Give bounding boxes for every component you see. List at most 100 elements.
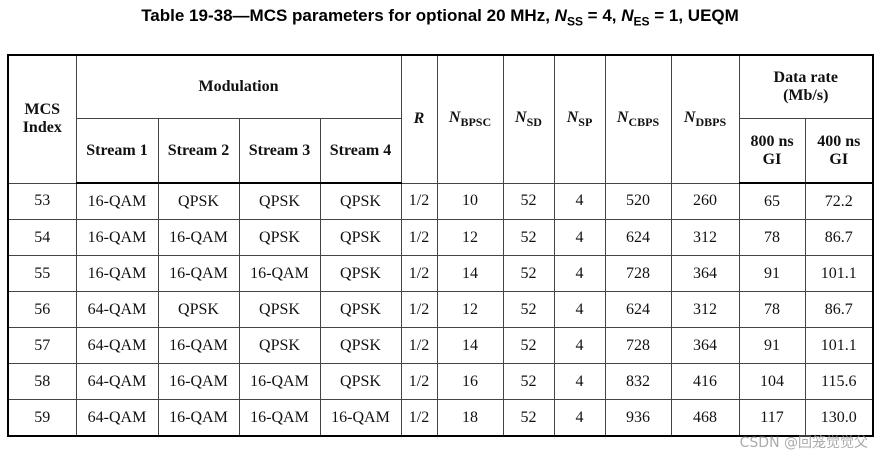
header-cell: NSP [553, 54, 606, 184]
title-text: = 1, UEQM [649, 6, 739, 25]
table-cell: QPSK [157, 291, 240, 328]
header-cell: Data rate (Mb/s) [738, 54, 874, 119]
title-text: Table 19-38—MCS parameters for optional … [141, 6, 555, 25]
table-cell: 65 [738, 182, 806, 220]
table-cell: 58 [7, 363, 77, 400]
header-symbol: N [566, 108, 579, 126]
table-cell: 4 [553, 255, 606, 292]
table-cell: QPSK [238, 291, 321, 328]
table-cell: 16-QAM [157, 327, 240, 364]
table-cell: 52 [502, 363, 555, 400]
table-cell: 52 [502, 182, 555, 220]
table-cell: 64-QAM [75, 363, 159, 400]
table-cell: 130.0 [804, 399, 874, 437]
table-cell: 55 [7, 255, 77, 292]
table-cell: QPSK [238, 327, 321, 364]
table-cell: QPSK [238, 182, 321, 220]
header-cell: Stream 4 [319, 118, 402, 184]
table-cell: 10 [436, 182, 504, 220]
table-cell: 1/2 [400, 327, 438, 364]
table-cell: 52 [502, 291, 555, 328]
table-row: 58 64-QAM 16-QAM 16-QAM QPSK 1/2 16 52 4 832 416 10… [7, 363, 874, 400]
table-cell: 101.1 [804, 327, 874, 364]
table-cell: 54 [7, 219, 77, 256]
table-cell: 53 [7, 182, 77, 220]
table-cell: 78 [738, 219, 806, 256]
header-cell: Modulation [75, 54, 402, 119]
header-cell: R [400, 54, 438, 184]
table-cell: QPSK [319, 182, 402, 220]
table-header: MCS Index Modulation R NBPSC NSD NSP NCB… [7, 54, 874, 184]
table-cell: 101.1 [804, 255, 874, 292]
table-cell: 52 [502, 219, 555, 256]
table-cell: 78 [738, 291, 806, 328]
table-cell: 64-QAM [75, 399, 159, 437]
header-subscript: CBPS [628, 114, 660, 129]
table-cell: 16-QAM [238, 363, 321, 400]
table-cell: 4 [553, 399, 606, 437]
table-cell: 91 [738, 327, 806, 364]
table-cell: 16-QAM [75, 255, 159, 292]
table-cell: 14 [436, 327, 504, 364]
table-row: 54 16-QAM 16-QAM QPSK QPSK 1/2 12 52 4 624 312 78 86… [7, 219, 874, 256]
table-cell: 115.6 [804, 363, 874, 400]
title-symbol: N [554, 6, 567, 25]
table-cell: 1/2 [400, 182, 438, 220]
table-cell: 728 [604, 255, 672, 292]
table-cell: 16-QAM [238, 255, 321, 292]
table-cell: 64-QAM [75, 291, 159, 328]
table-cell: 1/2 [400, 363, 438, 400]
table-cell: 12 [436, 219, 504, 256]
table-cell: QPSK [157, 182, 240, 220]
header-row: MCS Index Modulation R NBPSC NSD NSP NCB… [7, 54, 874, 184]
header-cell: NBPSC [436, 54, 504, 184]
table-cell: 12 [436, 291, 504, 328]
table-cell: 56 [7, 291, 77, 328]
table-cell: 16-QAM [319, 399, 402, 437]
header-text: MCS Index [22, 101, 62, 137]
header-cell: NSD [502, 54, 555, 184]
header-cell: Stream 2 [157, 118, 240, 184]
table-cell: 16-QAM [75, 219, 159, 256]
table-cell: 16-QAM [157, 399, 240, 437]
table-cell: 1/2 [400, 219, 438, 256]
table-cell: 1/2 [400, 255, 438, 292]
table-cell: 624 [604, 291, 672, 328]
table-cell: 416 [670, 363, 740, 400]
table-cell: 52 [502, 255, 555, 292]
table-cell: QPSK [319, 255, 402, 292]
header-cell: Stream 1 [75, 118, 159, 184]
table-cell: 624 [604, 219, 672, 256]
table-cell: 86.7 [804, 291, 874, 328]
header-text: R [413, 110, 425, 128]
table-cell: 16-QAM [157, 219, 240, 256]
header-symbol: N [448, 108, 461, 126]
table-cell: QPSK [319, 363, 402, 400]
table-cell: QPSK [319, 219, 402, 256]
table-row: 57 64-QAM 16-QAM QPSK QPSK 1/2 14 52 4 728 364 91 10… [7, 327, 874, 364]
header-cell: 800 ns GI [738, 118, 806, 184]
table-cell: 91 [738, 255, 806, 292]
table-cell: 520 [604, 182, 672, 220]
watermark: CSDN @回笼觉觉父 [739, 435, 868, 451]
header-subscript: SP [578, 114, 593, 129]
header-text: 800 ns GI [750, 132, 794, 168]
table-cell: 18 [436, 399, 504, 437]
header-symbol: N [515, 108, 527, 126]
table-cell: 117 [738, 399, 806, 437]
header-cell: Stream 3 [238, 118, 321, 184]
table-cell: 364 [670, 327, 740, 364]
table-row: 53 16-QAM QPSK QPSK QPSK 1/2 10 52 4 520 260 65 72.2 [7, 182, 874, 220]
table-cell: 72.2 [804, 182, 874, 220]
table-cell: 16-QAM [157, 363, 240, 400]
header-cell: NCBPS [604, 54, 672, 184]
table-cell: 364 [670, 255, 740, 292]
table-cell: 832 [604, 363, 672, 400]
header-text: Data rate (Mb/s) [773, 69, 838, 104]
table-cell: 468 [670, 399, 740, 437]
title-text: = 4, [582, 6, 622, 25]
table-cell: 57 [7, 327, 77, 364]
table-cell: 52 [502, 327, 555, 364]
